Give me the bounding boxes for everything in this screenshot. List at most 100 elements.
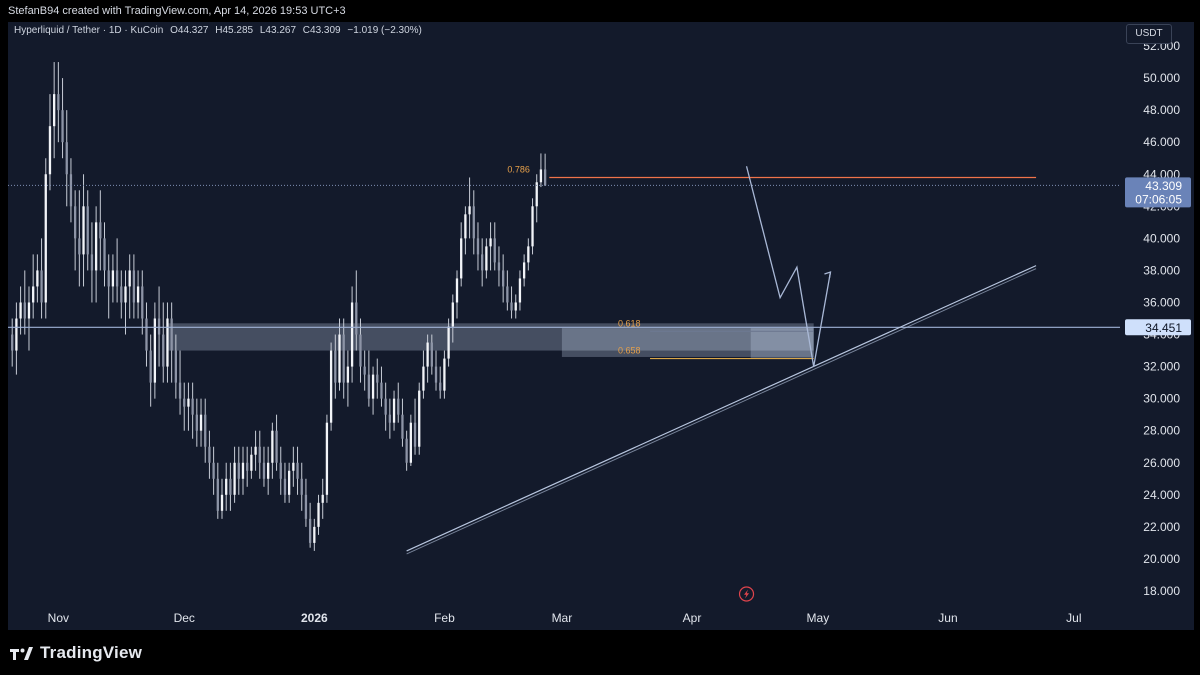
candle-body [292,462,295,471]
x-axis-tick-label: Nov [48,611,69,625]
candle-body [329,350,333,423]
candle-body [40,270,43,303]
candle-body [367,374,371,399]
candle-body [296,462,299,479]
candle-body [99,222,102,239]
last-price-label: 43.309 [1145,179,1182,193]
candle-body [15,318,18,351]
candle-body [405,438,408,463]
candle-body [279,462,282,479]
tradingview-logo-icon [10,647,33,660]
y-axis-tick-label: 40.000 [1143,231,1180,245]
candle-body [409,422,412,463]
candle-body [472,206,475,239]
candle-body [489,238,492,247]
candle-body [69,174,73,207]
candle-body [342,334,345,383]
y-axis-tick-label: 28.000 [1143,424,1180,438]
candle-body [53,94,56,127]
candle-body [183,398,186,407]
candle-body [355,302,358,335]
candle-body [481,254,484,271]
candle-body [464,214,467,239]
candle-body [208,446,211,463]
candle-body [73,206,77,239]
candle-body [506,286,509,303]
low-value: L43.267 [259,25,297,36]
y-axis-tick-label: 22.000 [1143,520,1180,534]
candle-body [141,286,144,319]
candle-body [384,398,387,415]
candle-body [132,270,136,303]
candle-body [380,382,383,399]
y-axis-tick-label: 30.000 [1143,392,1180,406]
candle-body [19,302,22,319]
candle-body [271,430,274,463]
demand-zone [750,328,814,359]
candle-body [531,206,534,247]
trendline [406,265,1037,552]
candle-body [187,398,190,407]
candle-body [220,494,224,511]
y-axis-tick-label: 18.000 [1143,584,1180,598]
y-axis-tick-label: 36.000 [1143,295,1180,309]
candle-body [397,398,400,415]
x-axis-tick-label: Mar [552,611,573,625]
y-axis-tick-label: 20.000 [1143,552,1180,566]
bottom-bar [0,630,1200,675]
fib-level-label: 0.658 [618,346,641,356]
support-price-tag-label: 34.451 [1145,321,1182,335]
candle-body [241,462,245,479]
candle-body [262,462,266,479]
candle-body [178,382,182,399]
lightning-icon [744,589,750,599]
symbol-legend: Hyperliquid / Tether · 1D · KuCoin O44.3… [14,24,426,38]
y-axis-tick-label: 38.000 [1143,263,1180,277]
y-axis-tick-label: 24.000 [1143,488,1180,502]
open-value: O44.327 [170,25,209,36]
candle-body [430,342,433,367]
candle-body [23,302,26,319]
candle-body [514,302,517,311]
candle-body [392,398,396,423]
author-credit: StefanB94 created with TradingView.com, … [8,5,346,17]
candle-body [195,414,198,431]
candle-body [350,302,354,367]
candle-body [44,174,47,303]
symbol-name[interactable]: Hyperliquid / Tether · 1D · KuCoin [14,25,164,36]
candle-body [451,302,454,327]
candle-body [447,326,450,359]
candle-body [166,318,169,367]
close-value: C43.309 [302,25,341,36]
candle-body [128,270,131,287]
candle-body [443,358,446,391]
chart-pane[interactable] [8,22,1194,630]
candle-body [48,126,52,175]
candle-body [468,206,471,215]
y-axis-tick-label: 46.000 [1143,135,1180,149]
price-chart[interactable]: 0.786 0.618 0.658 18.000 20.000 22.000 24.000 2… [8,22,1194,630]
x-axis-tick-label: Feb [434,611,455,625]
x-axis-tick-label: Dec [174,611,195,625]
candle-body [11,334,14,351]
candle-body [287,470,291,495]
candle-body [543,169,547,186]
candle-body [82,206,85,255]
x-axis-tick-label: 2026 [301,611,328,625]
candle-body [157,318,161,335]
x-axis-tick-label: May [807,611,830,625]
last-price-tag [1125,177,1191,208]
tradingview-logo[interactable]: TradingView [10,643,142,663]
candle-body [103,238,106,271]
lightning-marker [738,586,755,602]
candle-body [493,238,496,263]
y-axis-tick-label: 32.000 [1143,360,1180,374]
candle-body [502,270,505,287]
candle-body [229,478,232,495]
projection-arrowhead [824,271,832,279]
candle-body [162,334,165,367]
candle-body [153,318,157,383]
candle-body [321,494,324,503]
candle-body [216,478,219,511]
currency-selector[interactable]: USDT [1126,24,1172,44]
